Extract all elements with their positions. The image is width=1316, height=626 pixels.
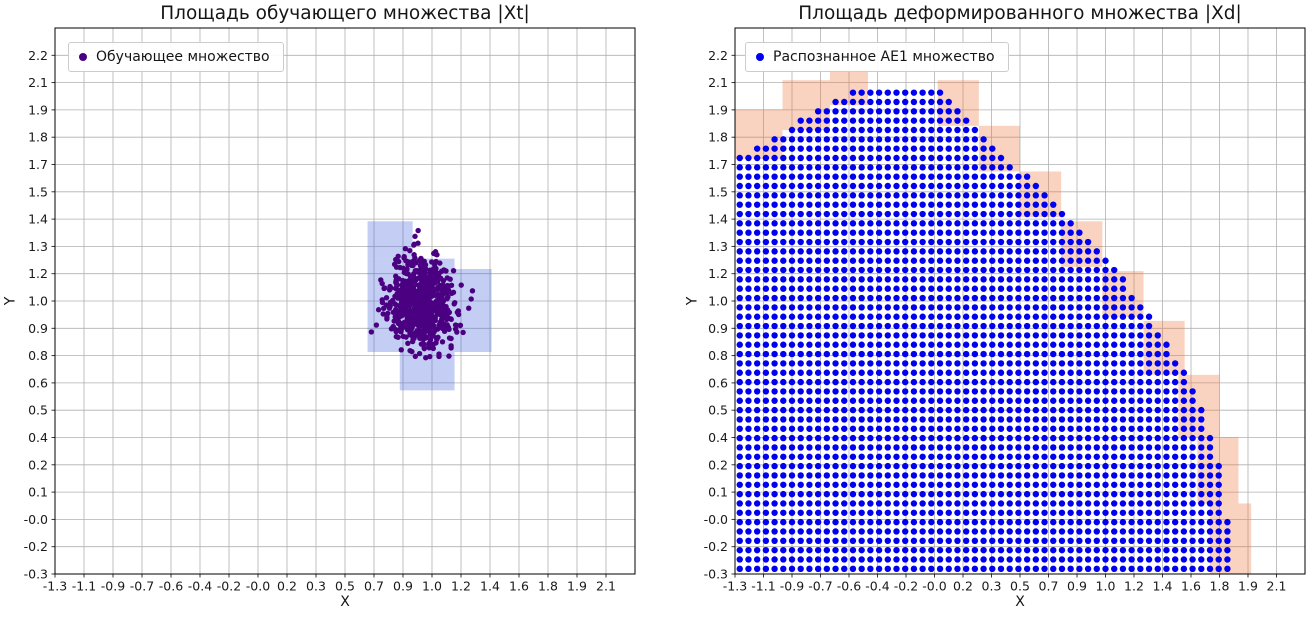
right-legend: Распознанное AE1 множество (745, 42, 1009, 72)
svg-text:0.8: 0.8 (708, 348, 728, 363)
svg-text:-1.3: -1.3 (43, 579, 67, 594)
recognized-set-marker-icon (756, 53, 764, 61)
svg-text:1.4: 1.4 (28, 212, 48, 227)
right-legend-label: Распознанное AE1 множество (773, 49, 995, 65)
svg-text:-0.7: -0.7 (130, 579, 154, 594)
svg-text:-0.0: -0.0 (922, 579, 946, 594)
svg-text:1.8: 1.8 (28, 130, 48, 145)
svg-text:2.1: 2.1 (28, 75, 48, 90)
svg-text:0.3: 0.3 (982, 579, 1002, 594)
svg-text:1.0: 1.0 (422, 579, 442, 594)
left-x-axis-label: X (340, 594, 350, 610)
svg-text:-0.2: -0.2 (894, 579, 918, 594)
svg-text:0.1: 0.1 (28, 485, 48, 500)
svg-text:1.0: 1.0 (1096, 579, 1116, 594)
svg-text:0.7: 0.7 (364, 579, 384, 594)
svg-text:-0.7: -0.7 (808, 579, 832, 594)
svg-text:-0.9: -0.9 (101, 579, 125, 594)
svg-text:-1.1: -1.1 (72, 579, 96, 594)
svg-text:1.3: 1.3 (28, 239, 48, 254)
svg-text:1.0: 1.0 (708, 294, 728, 309)
svg-text:-0.6: -0.6 (837, 579, 861, 594)
svg-text:1.6: 1.6 (509, 579, 529, 594)
svg-text:-0.3: -0.3 (24, 567, 48, 582)
svg-text:1.9: 1.9 (708, 102, 728, 117)
svg-text:0.5: 0.5 (1010, 579, 1030, 594)
svg-text:-0.2: -0.2 (24, 539, 48, 554)
svg-text:1.4: 1.4 (480, 579, 500, 594)
svg-text:0.2: 0.2 (28, 457, 48, 472)
svg-text:0.4: 0.4 (28, 430, 48, 445)
svg-text:1.2: 1.2 (708, 266, 728, 281)
svg-text:1.8: 1.8 (708, 130, 728, 145)
left-plot: Площадь обучающего множества |Xt| -1.3 -1… (2, 3, 636, 610)
left-legend: Обучающее множество (68, 42, 284, 72)
svg-text:0.5: 0.5 (28, 403, 48, 418)
svg-text:0.9: 0.9 (708, 321, 728, 336)
svg-text:1.9: 1.9 (28, 102, 48, 117)
svg-text:0.2: 0.2 (277, 579, 297, 594)
svg-text:-0.2: -0.2 (217, 579, 241, 594)
svg-text:0.7: 0.7 (1039, 579, 1059, 594)
svg-text:1.9: 1.9 (567, 579, 587, 594)
svg-text:0.5: 0.5 (335, 579, 355, 594)
svg-text:0.4: 0.4 (708, 430, 728, 445)
svg-text:1.3: 1.3 (708, 239, 728, 254)
svg-text:0.2: 0.2 (953, 579, 973, 594)
svg-text:-0.2: -0.2 (704, 539, 728, 554)
svg-text:0.9: 0.9 (393, 579, 413, 594)
svg-text:1.8: 1.8 (1210, 579, 1230, 594)
svg-text:1.7: 1.7 (708, 157, 728, 172)
svg-text:1.0: 1.0 (28, 294, 48, 309)
right-y-axis-label: Y (684, 296, 701, 306)
svg-text:1.9: 1.9 (1238, 579, 1258, 594)
right-x-axis-label: X (1015, 594, 1025, 610)
svg-text:1.2: 1.2 (1124, 579, 1144, 594)
svg-text:0.5: 0.5 (708, 403, 728, 418)
right-plot-title: Площадь деформированного множества |Xd| (798, 3, 1242, 24)
left-chart-canvas: -1.3 -1.1 -0.9 -0.7 -0.6 -0.4 -0.2 -0.0 0.2 0.3 0.… (24, 27, 636, 594)
svg-text:1.8: 1.8 (538, 579, 558, 594)
svg-text:-0.4: -0.4 (188, 579, 212, 594)
svg-text:0.6: 0.6 (708, 375, 728, 390)
svg-text:1.5: 1.5 (708, 184, 728, 199)
svg-text:-0.3: -0.3 (704, 567, 728, 582)
svg-text:-0.0: -0.0 (246, 579, 270, 594)
svg-text:0.9: 0.9 (28, 321, 48, 336)
svg-text:2.1: 2.1 (708, 75, 728, 90)
training-set-marker-icon (79, 53, 87, 61)
svg-text:1.7: 1.7 (28, 157, 48, 172)
svg-text:-1.3: -1.3 (723, 579, 747, 594)
svg-text:2.2: 2.2 (28, 48, 48, 63)
svg-text:1.6: 1.6 (1181, 579, 1201, 594)
svg-text:-0.0: -0.0 (24, 512, 48, 527)
svg-text:0.1: 0.1 (708, 485, 728, 500)
svg-text:-1.1: -1.1 (751, 579, 775, 594)
right-plot: Площадь деформированного множества |Xd| … (658, 0, 1316, 626)
svg-text:2.1: 2.1 (1267, 579, 1287, 594)
left-legend-label: Обучающее множество (96, 49, 270, 65)
svg-text:-0.0: -0.0 (704, 512, 728, 527)
svg-text:1.4: 1.4 (1153, 579, 1173, 594)
svg-text:1.2: 1.2 (28, 266, 48, 281)
left-y-axis-label: Y (2, 296, 19, 306)
svg-text:2.1: 2.1 (596, 579, 616, 594)
svg-text:0.8: 0.8 (28, 348, 48, 363)
svg-text:0.6: 0.6 (28, 375, 48, 390)
svg-text:-0.9: -0.9 (780, 579, 804, 594)
right-chart-canvas: -1.3 -1.1 -0.9 -0.7 -0.6 -0.4 -0.2 -0.0 0.2 0.3 0.… (704, 27, 1306, 594)
svg-text:1.4: 1.4 (708, 212, 728, 227)
svg-text:-0.4: -0.4 (865, 579, 889, 594)
svg-text:1.5: 1.5 (28, 184, 48, 199)
svg-text:0.3: 0.3 (306, 579, 326, 594)
svg-text:0.2: 0.2 (708, 457, 728, 472)
svg-text:-0.6: -0.6 (159, 579, 183, 594)
svg-text:2.2: 2.2 (708, 48, 728, 63)
svg-text:1.2: 1.2 (451, 579, 471, 594)
left-plot-title: Площадь обучающего множества |Xt| (160, 3, 530, 24)
svg-text:0.9: 0.9 (1067, 579, 1087, 594)
